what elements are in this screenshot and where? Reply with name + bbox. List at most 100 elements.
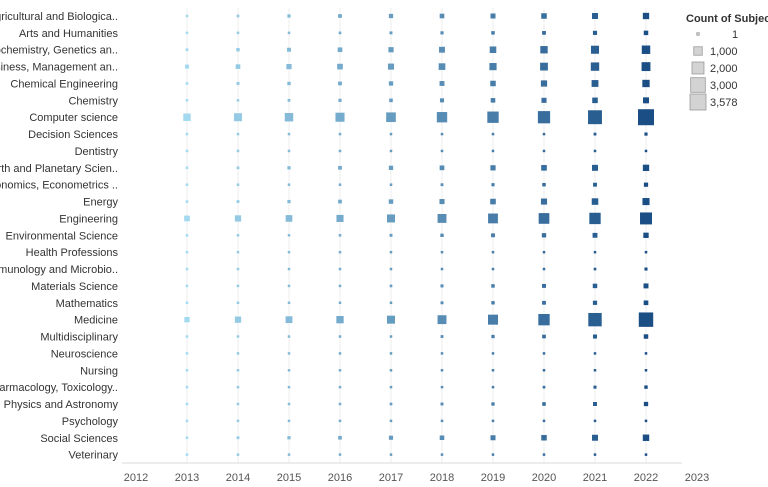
data-square xyxy=(338,149,342,153)
data-square xyxy=(643,30,649,36)
row-label: Nursing xyxy=(80,365,118,377)
data-square xyxy=(542,283,546,288)
data-square xyxy=(593,453,597,456)
data-square xyxy=(439,81,445,86)
data-square xyxy=(183,113,191,121)
data-square xyxy=(185,385,189,389)
data-square xyxy=(236,436,240,440)
data-square xyxy=(338,250,342,254)
data-square xyxy=(284,112,294,122)
data-square xyxy=(541,165,547,171)
data-square xyxy=(593,369,597,372)
data-square xyxy=(236,149,240,153)
row-label: Agricultural and Biologica.. xyxy=(0,11,118,23)
data-square xyxy=(542,250,546,254)
data-square xyxy=(389,31,393,35)
data-square xyxy=(440,369,444,372)
data-square xyxy=(389,335,393,338)
row-label: Veterinary xyxy=(68,450,118,462)
data-square xyxy=(643,182,649,187)
data-square xyxy=(338,453,342,456)
data-square xyxy=(491,301,495,305)
data-square xyxy=(185,200,189,203)
data-square xyxy=(593,132,597,136)
data-square xyxy=(338,267,342,271)
data-square xyxy=(389,453,393,456)
data-square xyxy=(542,352,546,355)
data-square xyxy=(440,335,444,338)
data-square xyxy=(436,112,448,123)
data-square xyxy=(592,97,598,104)
row-label: Immunology and Microbio.. xyxy=(0,264,118,276)
data-square xyxy=(338,385,342,389)
data-square xyxy=(593,182,597,187)
legend-label: 1 xyxy=(732,29,738,41)
data-square xyxy=(488,213,498,224)
data-square xyxy=(185,14,189,18)
legend-square xyxy=(690,77,706,93)
data-square xyxy=(234,215,242,222)
data-square xyxy=(338,419,342,423)
gridlines xyxy=(186,8,647,463)
data-square xyxy=(644,453,648,456)
row-label: Biochemistry, Genetics an.. xyxy=(0,45,118,57)
data-square xyxy=(491,132,495,136)
data-square xyxy=(389,250,393,254)
data-square xyxy=(287,301,291,305)
legend-label: 3,578 xyxy=(710,97,738,109)
data-square xyxy=(337,47,343,53)
data-square xyxy=(589,212,601,225)
data-square xyxy=(490,435,496,441)
data-square xyxy=(540,62,548,71)
row-labels: Agricultural and Biologica.. Arts and Hum… xyxy=(0,11,118,462)
marks xyxy=(183,12,654,456)
data-square xyxy=(185,284,189,288)
data-square xyxy=(236,48,240,52)
data-square xyxy=(538,213,550,224)
data-square xyxy=(491,453,495,456)
data-square xyxy=(389,385,393,389)
data-square xyxy=(236,402,240,406)
data-square xyxy=(233,113,243,122)
data-square xyxy=(643,334,649,339)
data-square xyxy=(287,166,291,170)
data-square xyxy=(643,283,649,289)
data-square xyxy=(338,335,342,338)
data-square xyxy=(185,453,189,456)
data-square xyxy=(287,199,291,204)
data-square xyxy=(287,149,291,153)
row-label: Engineering xyxy=(59,213,118,225)
data-square xyxy=(338,402,342,406)
data-square xyxy=(540,46,548,54)
data-square xyxy=(185,64,189,69)
data-square xyxy=(236,31,240,35)
data-square xyxy=(389,419,393,423)
data-square xyxy=(440,402,444,406)
data-square xyxy=(644,132,648,136)
data-square xyxy=(489,63,497,71)
data-square xyxy=(642,434,650,441)
x-tick-label: 2017 xyxy=(379,472,403,484)
data-square xyxy=(236,335,240,338)
legend-label: 2,000 xyxy=(710,63,738,75)
legend-label: 1,000 xyxy=(710,46,738,58)
data-square xyxy=(184,215,190,222)
data-square xyxy=(287,453,291,456)
data-square xyxy=(491,149,495,153)
data-square xyxy=(236,385,240,389)
data-square xyxy=(542,149,546,153)
x-tick-label: 2016 xyxy=(328,472,352,484)
data-square xyxy=(490,98,496,103)
data-square xyxy=(236,250,240,254)
data-square xyxy=(541,435,547,441)
row-label: Neuroscience xyxy=(51,348,118,360)
data-square xyxy=(338,301,342,305)
row-label: Social Sciences xyxy=(40,433,118,445)
data-square xyxy=(638,109,654,126)
data-square xyxy=(644,385,648,389)
data-square xyxy=(338,14,342,18)
data-square xyxy=(185,250,189,254)
data-square xyxy=(644,352,648,355)
size-legend: Count of Subject A 1 1,000 2,000 3,000 3,578 xyxy=(686,13,768,111)
data-square xyxy=(593,385,597,389)
